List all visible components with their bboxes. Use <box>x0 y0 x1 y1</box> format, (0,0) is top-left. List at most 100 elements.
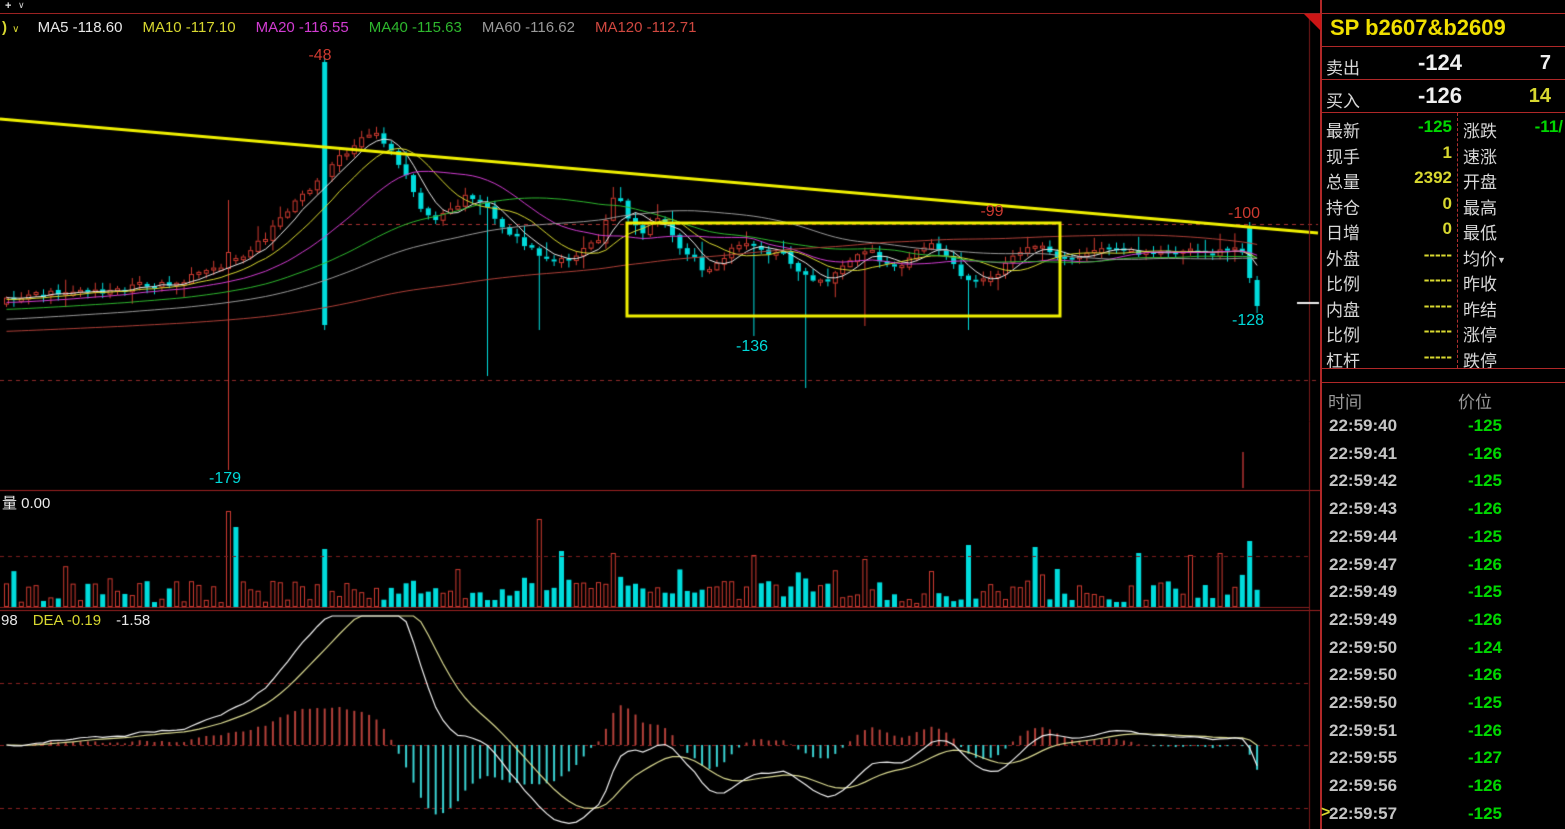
field-value: 1 <box>1442 142 1452 162</box>
tick-price: -124 <box>1467 637 1502 657</box>
field-row: 比例 ----- 涨停 <box>1322 317 1565 345</box>
field-value: ----- <box>1423 321 1452 340</box>
divider <box>1322 112 1565 113</box>
tick-price: -125 <box>1467 526 1502 546</box>
indicator-selector-icon[interactable]: ) <box>2 19 7 36</box>
field-value: ----- <box>1423 346 1452 366</box>
chevron-down-icon[interactable]: ∨ <box>12 24 20 35</box>
price-chart-canvas[interactable] <box>0 0 1320 829</box>
field-value: -11/ <box>1534 117 1563 136</box>
divider <box>1322 368 1565 369</box>
ma-legend-item: MA5 -118.60 <box>37 19 123 36</box>
price-annotation: -100 <box>1227 205 1261 222</box>
ma-legend-item: MA60 -116.62 <box>481 19 575 36</box>
tick-row: 22:59:49 -125 <box>1322 579 1565 606</box>
field-label: 比例 <box>1326 275 1360 294</box>
quantity-value: 14 <box>1528 85 1551 107</box>
field-label: 杠杆 <box>1326 351 1360 371</box>
tick-price: -127 <box>1467 748 1502 768</box>
tick-time: 22:59:55 <box>1329 748 1398 768</box>
tick-row: 22:59:44 -125 <box>1322 524 1565 551</box>
contract-title: SP b2607&b2609 <box>1330 15 1506 40</box>
field-label: 最新 <box>1326 122 1360 141</box>
tick-price: -125 <box>1467 693 1502 712</box>
price-annotation: -179 <box>208 470 242 487</box>
tick-price: -125 <box>1467 471 1502 491</box>
tick-row: 22:59:47 -126 <box>1322 552 1565 579</box>
tick-time: 22:59:50 <box>1329 693 1398 712</box>
macd-value: 98 <box>1 612 18 629</box>
buy-row: 买入 -126 14 <box>1322 80 1565 113</box>
tick-time: 22:59:56 <box>1329 776 1398 796</box>
tick-price: -126 <box>1467 720 1502 740</box>
tick-time: 22:59:57 <box>1329 803 1398 823</box>
ma-legend-item: MA40 -115.63 <box>368 19 462 36</box>
field-value: ----- <box>1423 244 1452 264</box>
tick-time: 22:59:44 <box>1329 526 1398 546</box>
field-row: 内盘 ----- 昨结 <box>1322 292 1565 320</box>
divider <box>1322 382 1565 383</box>
tick-price: -126 <box>1467 499 1502 519</box>
field-row: 持仓 0 最高 <box>1322 190 1565 218</box>
quote-panel: SP b2607&b2609 卖出 -124 7 买入 -126 14 最新 -125 涨跌 -… <box>1304 0 1565 829</box>
chevron-down-icon[interactable]: ∨ <box>18 0 25 10</box>
field-value: ----- <box>1423 270 1452 289</box>
field-label: 涨停 <box>1463 326 1497 345</box>
field-label: 均价▼ <box>1463 249 1506 269</box>
tick-row: 22:59:55 -127 <box>1322 745 1565 772</box>
tick-time: 22:59:43 <box>1329 499 1398 519</box>
tick-time: 22:59:51 <box>1329 720 1398 740</box>
avg-price-dropdown-icon[interactable]: ▼ <box>1497 254 1506 265</box>
tick-list-header: 时间 价位 <box>1322 388 1565 412</box>
field-label: 日增 <box>1326 224 1360 243</box>
tick-price: -126 <box>1467 554 1502 574</box>
ma-legend-item: MA20 -116.55 <box>255 19 349 36</box>
ma-legend-item: MA120 -112.71 <box>594 19 697 36</box>
tick-row: 22:59:51 -126 <box>1322 718 1565 745</box>
field-value: 0 <box>1442 193 1452 213</box>
field-value: -125 <box>1417 117 1452 136</box>
price-annotation: -136 <box>735 338 769 355</box>
tick-row: 22:59:41 -126 <box>1322 441 1565 468</box>
field-value: ----- <box>1423 295 1452 315</box>
field-label: 最高 <box>1463 198 1497 218</box>
field-label: 总量 <box>1326 173 1360 192</box>
field-label: 现手 <box>1326 147 1360 167</box>
ma-legend: ) ∨ MA5 -118.60 MA10 -117.10 MA20 -116.55 M… <box>2 16 716 40</box>
tick-time: 22:59:49 <box>1329 582 1398 602</box>
field-row: 比例 ----- 昨收 <box>1322 266 1565 294</box>
tick-row: 22:59:43 -126 <box>1322 496 1565 523</box>
field-label: 内盘 <box>1326 300 1360 320</box>
field-row: 杠杆 ----- 跌停 <box>1322 343 1565 371</box>
divider <box>1322 13 1565 14</box>
tick-time: 22:59:47 <box>1329 554 1398 574</box>
ma-values: MA5 -118.60 MA10 -117.10 MA20 -116.55 MA40 … <box>38 19 717 36</box>
field-label: 持仓 <box>1326 198 1360 218</box>
field-value: 0 <box>1442 219 1452 238</box>
tick-price: -125 <box>1467 416 1502 435</box>
quantity-value: 7 <box>1539 52 1551 74</box>
tick-price: -125 <box>1467 582 1502 602</box>
field-label: 涨跌 <box>1463 122 1497 141</box>
field-row: 最新 -125 涨跌 -11/ <box>1322 113 1565 141</box>
time-column-header: 时间 <box>1328 393 1362 412</box>
tick-row: 22:59:42 -125 <box>1322 468 1565 495</box>
sell-row: 卖出 -124 7 <box>1322 47 1565 80</box>
tick-price: -125 <box>1467 803 1502 823</box>
volume-value: 量 0.00 <box>2 495 51 512</box>
tick-price: -126 <box>1467 776 1502 796</box>
tick-time: 22:59:49 <box>1329 609 1398 629</box>
tick-time: 22:59:40 <box>1329 416 1398 435</box>
tick-row: 22:59:56 -126 <box>1322 773 1565 800</box>
tick-price: -126 <box>1467 443 1502 463</box>
field-row: 外盘 ----- 均价▼ <box>1322 241 1565 269</box>
tick-row: 22:59:49 -126 <box>1322 607 1565 634</box>
price-column-header: 价位 <box>1458 393 1492 412</box>
volume-pane-label: 量 0.00 <box>2 492 50 513</box>
divider <box>1322 46 1565 47</box>
price-annotation: -128 <box>1231 312 1265 329</box>
tick-time: 22:59:50 <box>1329 637 1398 657</box>
field-label: 昨收 <box>1463 275 1497 294</box>
crosshair-tool-icon[interactable]: + <box>5 0 12 12</box>
